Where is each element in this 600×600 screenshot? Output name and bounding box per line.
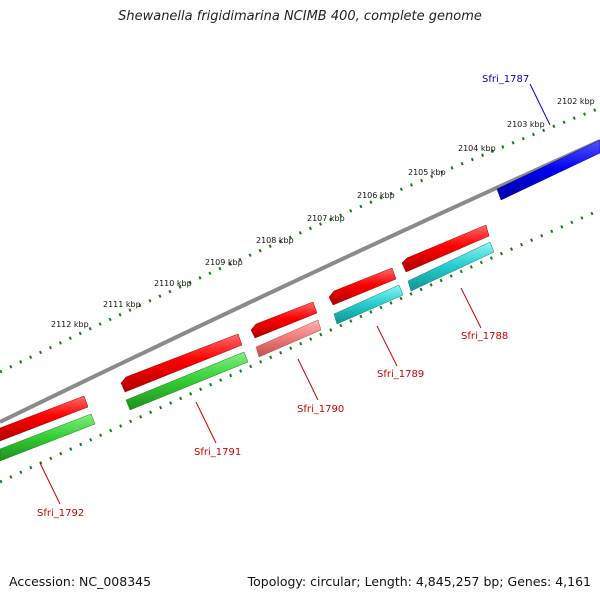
- gene-sfri-1790-bar[interactable]: [255, 319, 322, 358]
- tick-label: 2108 kbp: [256, 236, 294, 245]
- tick-label: 2112 kbp: [51, 320, 89, 329]
- gene-label-sfri-1790[interactable]: Sfri_1790: [297, 404, 344, 415]
- tick-label: 2105 kbp: [408, 168, 446, 177]
- gene-sfri-1792-cds[interactable]: [0, 395, 89, 442]
- gene-track-reverse: [0, 241, 495, 462]
- cds-track-reverse: [0, 224, 490, 442]
- inner-tick-track: [0, 208, 600, 484]
- tick-label: 2109 kbp: [205, 258, 243, 267]
- tick-label: 2104 kbp: [458, 144, 496, 153]
- gene-label-sfri-1788[interactable]: Sfri_1788: [461, 331, 508, 342]
- tick-label: 2110 kbp: [154, 279, 192, 288]
- tick-label: 2103 kbp: [507, 120, 545, 129]
- tick-label: 2106 kbp: [357, 191, 395, 200]
- map-title: Shewanella frigidimarina NCIMB 400, comp…: [118, 9, 482, 24]
- outer-tick-track: [0, 106, 600, 374]
- gene-labels: Sfri_1787 Sfri_1788 Sfri_1789 Sfri_1790 …: [37, 74, 529, 519]
- gene-sfri-1791-bar[interactable]: [125, 351, 249, 411]
- genome-backbone: [0, 139, 600, 424]
- gene-sfri-1792-bar[interactable]: [0, 413, 96, 462]
- gene-label-sfri-1789[interactable]: Sfri_1789: [377, 369, 424, 380]
- topology-text: Topology: circular; Length: 4,845,257 bp…: [247, 574, 591, 589]
- accession-text: Accession: NC_008345: [9, 574, 152, 589]
- gene-label-sfri-1787[interactable]: Sfri_1787: [482, 74, 529, 85]
- gene-sfri-1790-cds[interactable]: [250, 301, 318, 339]
- kbp-tick-labels: 2102 kbp 2103 kbp 2104 kbp 2105 kbp 2106…: [51, 97, 595, 329]
- gene-sfri-1788-cds[interactable]: [401, 224, 490, 273]
- gene-sfri-1789-bar[interactable]: [333, 284, 404, 325]
- gene-sfri-1791-cds[interactable]: [120, 333, 243, 393]
- gene-label-leaders: [39, 83, 551, 505]
- gene-label-sfri-1791[interactable]: Sfri_1791: [194, 447, 241, 458]
- gene-sfri-1788-bar[interactable]: [407, 241, 495, 292]
- tick-label: 2111 kbp: [103, 300, 141, 309]
- tick-label: 2102 kbp: [557, 97, 595, 106]
- gene-sfri-1789-cds[interactable]: [328, 267, 397, 306]
- tick-label: 2107 kbp: [307, 214, 345, 223]
- gene-sfri-1787[interactable]: [496, 139, 600, 201]
- gene-label-sfri-1792[interactable]: Sfri_1792: [37, 508, 84, 519]
